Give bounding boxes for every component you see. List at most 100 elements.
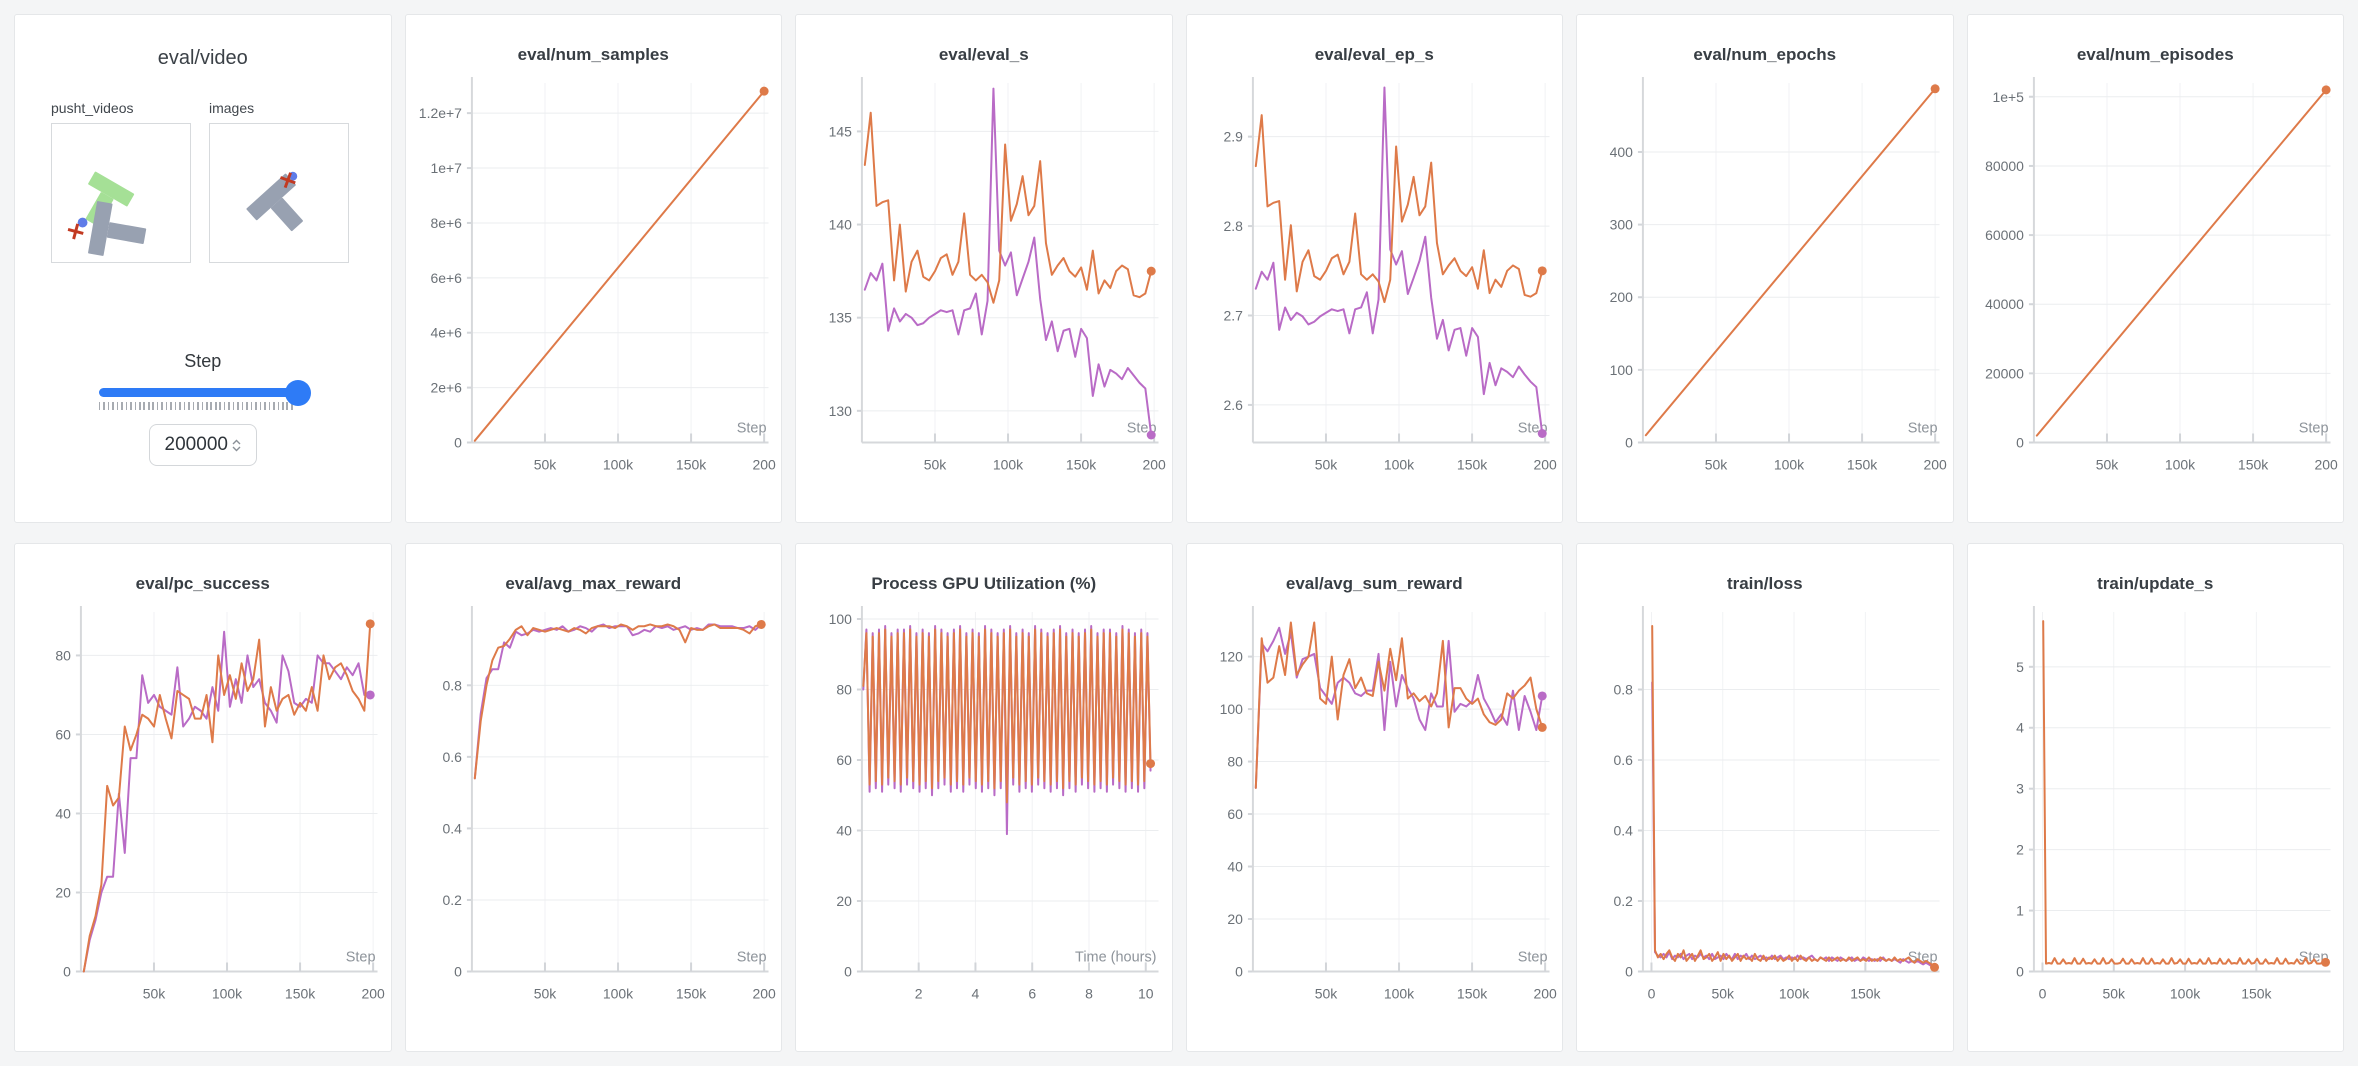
y-tick-label: 0.4 [1614, 823, 1634, 839]
x-tick-label: 50k [1314, 456, 1337, 472]
chevron-up-icon[interactable] [232, 439, 241, 445]
y-tick-label: 20 [1227, 911, 1243, 927]
chart-canvas-eval-avg-sum-reward: 0 20 40 60 80 100 120 50k 100k 150k 200 Step [1219, 605, 1557, 1001]
panel-eval-avg-max-reward[interactable]: eval/avg_max_reward 0 0.2 0.4 0.6 0.8 50k 100k 1… [404, 543, 782, 1052]
x-tick-label: 100k [602, 985, 632, 1001]
x-tick-label: 100k [1383, 456, 1413, 472]
gray-t-block-icon [88, 201, 147, 256]
chart-title: eval/eval_ep_s [1314, 45, 1434, 64]
y-tick-label: 40000 [1985, 296, 2024, 312]
endpoint-dot-orange [1537, 266, 1547, 276]
y-tick-label: 4e+6 [430, 325, 462, 341]
chart-canvas-eval-num-samples: 0 2e+6 4e+6 6e+6 8e+6 1e+7 1.2e+7 50k 100k 150k 20… [418, 76, 776, 472]
y-tick-label: 2 [2016, 842, 2024, 858]
series-line-orange [1651, 625, 1936, 969]
panel-eval-video[interactable]: eval/video pusht_videos [14, 14, 392, 523]
y-tick-label: 80000 [1985, 158, 2024, 174]
x-tick-label: 100k [1779, 985, 1809, 1001]
endpoint-dot-purple [365, 690, 375, 700]
panel-eval-eval-s[interactable]: eval/eval_s 130 135 140 145 50k 100k 150k 200 Ste… [795, 14, 1173, 523]
panel-eval-num-samples[interactable]: eval/num_samples 0 2e+6 4e+6 6e+6 8e+6 1e+7 1.2… [404, 14, 782, 523]
y-tick-label: 1e+7 [430, 160, 462, 176]
slider-thumb[interactable] [284, 379, 311, 406]
x-tick-label: 50k [2102, 985, 2125, 1001]
x-tick-label: 200 [1923, 456, 1947, 472]
x-tick-label: 100k [2169, 985, 2199, 1001]
endpoint-dot-orange [1930, 84, 1940, 94]
panel-eval-avg-sum-reward[interactable]: eval/avg_sum_reward 0 20 40 60 80 100 120 50k 100… [1185, 543, 1563, 1052]
x-tick-label: 150k [2241, 985, 2271, 1001]
series-line-purple [1651, 681, 1936, 969]
y-tick-label: 145 [829, 123, 853, 139]
y-tick-label: 0 [1625, 434, 1633, 450]
y-tick-label: 300 [1610, 217, 1634, 233]
x-tick-label: 200 [2314, 456, 2338, 472]
x-tick-label: 150k [1066, 456, 1096, 472]
y-tick-label: 20 [836, 893, 852, 909]
y-tick-label: 100 [1219, 701, 1243, 717]
y-tick-label: 200 [1610, 289, 1634, 305]
panel-train-loss[interactable]: train/loss 0 0.2 0.4 0.6 0.8 0 50k 100k 150k Step [1576, 543, 1954, 1052]
y-tick-label: 40 [1227, 859, 1243, 875]
chart-title: eval/num_epochs [1693, 45, 1837, 64]
x-tick-label: 50k [1314, 985, 1337, 1001]
panel-gpu-utilization[interactable]: Process GPU Utilization (%) 0 20 40 60 80 100 2… [795, 543, 1173, 1052]
x-tick-label: 50k [2095, 456, 2118, 472]
panel-eval-pc-success[interactable]: eval/pc_success 0 20 40 60 80 50k 100k 150k 200 St… [14, 543, 392, 1052]
y-tick-label: 40 [836, 823, 852, 839]
x-tick-label: 150k [1847, 456, 1877, 472]
y-tick-label: 100 [829, 611, 853, 627]
step-input[interactable]: 200000 [148, 424, 257, 466]
y-tick-label: 0.6 [442, 749, 462, 765]
series-line-orange [2041, 620, 2327, 965]
x-axis-label: Step [346, 950, 376, 966]
y-tick-label: 1.2e+7 [418, 105, 461, 121]
chart-title: train/update_s [2097, 574, 2214, 593]
chart-title: eval/num_samples [517, 45, 669, 64]
y-tick-label: 130 [829, 403, 853, 419]
x-axis-label: Step [2298, 950, 2328, 966]
endpoint-dot-purple [1146, 430, 1156, 440]
y-tick-label: 0 [63, 963, 71, 979]
y-tick-label: 0.8 [1614, 682, 1634, 698]
images-thumbnail[interactable] [209, 123, 349, 263]
pusht-video-thumbnail[interactable] [51, 123, 191, 263]
x-tick-label: 6 [1028, 985, 1036, 1001]
x-tick-label: 100k [1774, 456, 1804, 472]
x-tick-label: 150k [675, 985, 705, 1001]
panel-eval-num-epochs[interactable]: eval/num_epochs 0 100 200 300 400 50k 100k 150k 2… [1576, 14, 1954, 523]
panel-train-update-s[interactable]: train/update_s 0 1 2 3 4 5 0 50k 100k 150k Step [1966, 543, 2344, 1052]
x-axis-label: Step [736, 950, 766, 966]
panel-eval-eval-ep-s[interactable]: eval/eval_ep_s 2.6 2.7 2.8 2.9 50k 100k 150k 200… [1185, 14, 1563, 523]
y-tick-label: 3 [2016, 781, 2024, 797]
chevron-down-icon[interactable] [232, 446, 241, 452]
chart-canvas-eval-avg-max-reward: 0 0.2 0.4 0.6 0.8 50k 100k 150k 200 Step [442, 605, 776, 1001]
target-cross-icon [279, 172, 296, 189]
y-tick-label: 2e+6 [430, 380, 462, 396]
chart-canvas-gpu-utilization: 0 20 40 60 80 100 2 4 6 8 10 Time (hours) [829, 605, 1159, 1001]
x-tick-label: 50k [533, 985, 556, 1001]
step-slider[interactable] [98, 379, 311, 410]
y-tick-label: 1 [2016, 903, 2024, 919]
y-tick-label: 2.9 [1223, 129, 1243, 145]
series-line-orange [82, 622, 372, 973]
x-axis-label: Step [2298, 421, 2328, 437]
spinner-arrows[interactable] [232, 439, 241, 452]
x-tick-label: 50k [924, 456, 947, 472]
media-label-pusht-videos: pusht_videos [51, 100, 134, 116]
y-tick-label: 20000 [1985, 365, 2024, 381]
endpoint-dot-orange [2320, 957, 2330, 967]
chart-title: train/loss [1726, 574, 1803, 593]
y-tick-label: 60 [836, 752, 852, 768]
panel-eval-num-episodes[interactable]: eval/num_episodes 0 20000 40000 60000 80000 1e… [1966, 14, 2344, 523]
series-line-purple [863, 87, 1153, 437]
media-label-images: images [209, 100, 255, 116]
x-tick-label: 10 [1138, 985, 1154, 1001]
x-tick-label: 150k [1850, 985, 1880, 1001]
step-input-value: 200000 [164, 434, 228, 455]
chart-canvas-eval-num-epochs: 0 100 200 300 400 50k 100k 150k 200 Step [1610, 76, 1947, 472]
slider-track[interactable] [98, 379, 311, 406]
y-tick-label: 1e+5 [1992, 89, 2024, 105]
